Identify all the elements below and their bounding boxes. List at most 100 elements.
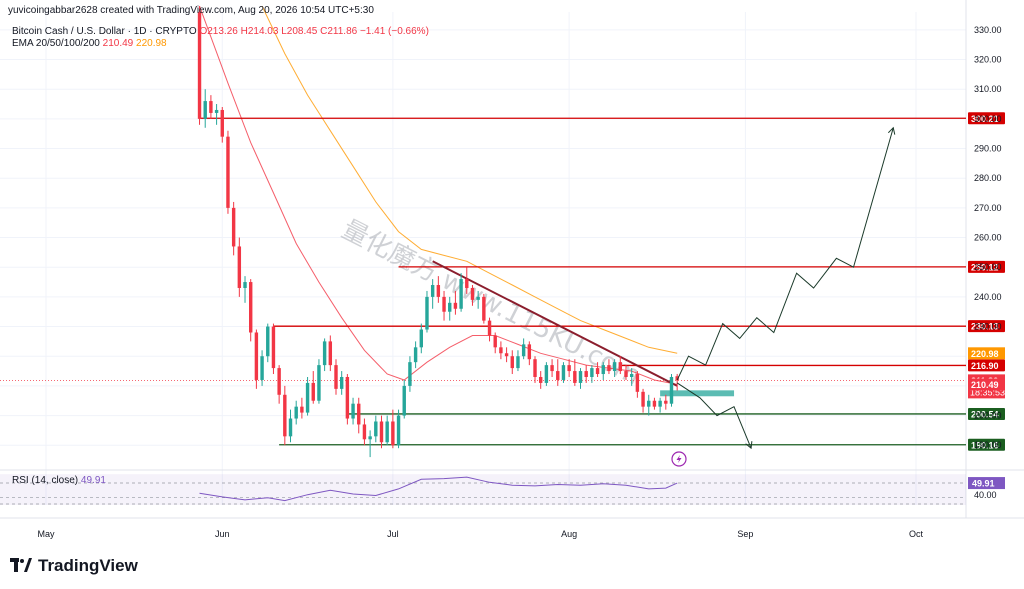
candle-body	[391, 421, 395, 446]
level-tag-190.16	[968, 438, 1005, 451]
candle-body	[379, 421, 384, 443]
time-label-Jun: Jun	[215, 529, 230, 539]
rsi-label: RSI (14, close)	[12, 475, 79, 486]
downtrend-line	[432, 260, 678, 387]
rsi-value-tag	[968, 477, 1005, 490]
candle-body	[362, 424, 367, 440]
level-tag-text-200.54: 200.54	[971, 409, 999, 419]
time-label-Oct: Oct	[909, 529, 924, 539]
candle-body	[203, 101, 207, 119]
candle-body	[277, 368, 281, 395]
tradingview-logo[interactable]: TradingView	[10, 556, 138, 576]
level-tag-text-230.13: 230.13	[971, 322, 999, 332]
candle-body	[317, 365, 321, 401]
brand-name: TradingView	[38, 556, 138, 575]
candle-body	[357, 403, 361, 425]
candle-body	[271, 326, 276, 369]
ohlc-values: O213.26 H214.03 L208.45 C211.86 −1.41 (−…	[199, 26, 429, 37]
price-tick-label: 300.00	[974, 114, 1002, 124]
level-tag-text-190.16: 190.16	[971, 440, 999, 450]
candle-body	[652, 400, 657, 407]
candle-body	[459, 279, 463, 309]
candle-body	[539, 376, 543, 383]
candle-body	[675, 376, 679, 381]
candle-body	[578, 371, 583, 383]
ema-label: EMA 20/50/100/200	[12, 38, 100, 49]
candle-body	[521, 344, 526, 357]
price-tick-label: 230.00	[974, 322, 1002, 332]
grid-layer	[0, 12, 966, 505]
price-tick-label: 250.00	[974, 262, 1002, 272]
candles-layer	[197, 6, 679, 458]
ema20-value: 210.49	[102, 38, 134, 49]
lightning-icon-bolt	[676, 455, 682, 463]
countdown-text: 18:35:53	[970, 387, 1005, 397]
candle-body	[612, 362, 617, 372]
price-tag-text-220.98: 220.98	[971, 349, 999, 359]
candle-body	[283, 394, 287, 437]
candle-body	[635, 374, 640, 392]
rsi-value-tag-text: 49.91	[972, 479, 995, 489]
candle-body	[249, 282, 253, 333]
candle-body	[641, 391, 645, 407]
candle-body	[601, 365, 605, 375]
candle-body	[584, 371, 588, 377]
candle-body	[322, 341, 327, 366]
candle-body	[413, 347, 418, 363]
candle-body	[311, 382, 315, 401]
candle-body	[487, 320, 492, 336]
candle-body	[533, 359, 537, 377]
candle-body	[209, 101, 213, 113]
level-tag-250.12	[968, 260, 1005, 273]
candle-body	[334, 365, 338, 389]
price-tick-label: 320.00	[974, 55, 1002, 65]
candle-body	[567, 365, 571, 372]
level-tag-text-216.90: 216.90	[971, 361, 999, 371]
projection-down-path	[676, 382, 752, 449]
candle-body	[476, 296, 480, 300]
candle-body	[374, 421, 378, 437]
candle-body	[629, 374, 634, 377]
price-tick-label: 290.00	[974, 144, 1002, 154]
price-tick-label: 240.00	[974, 292, 1002, 302]
candle-body	[288, 418, 293, 437]
price-tick-label: 260.00	[974, 233, 1002, 243]
rsi-line	[199, 476, 678, 502]
legend-symbol-row: Bitcoin Cash / U.S. Dollar · 1D · CRYPTO…	[12, 26, 429, 37]
price-tag-220.98	[968, 347, 1005, 360]
rsi-axis-label: 40.00	[974, 490, 997, 500]
candle-body	[453, 302, 458, 309]
candle-body	[470, 287, 475, 300]
candle-body	[607, 365, 611, 372]
level-tag-text-250.12: 250.12	[971, 262, 999, 272]
lightning-icon[interactable]	[671, 451, 687, 467]
candle-body	[339, 376, 344, 389]
candle-body	[624, 371, 628, 377]
price-tick-label: 310.00	[974, 84, 1002, 94]
candle-body	[368, 436, 372, 440]
candle-body	[254, 332, 259, 380]
level-tag-300.21	[968, 112, 1005, 125]
legend-ema-row: EMA 20/50/100/200 210.49 220.98	[12, 38, 167, 49]
candle-body	[294, 406, 298, 419]
price-tag-text-210.49: 210.49	[971, 380, 999, 390]
candle-body	[493, 335, 497, 348]
price-tick-label: 280.00	[974, 173, 1002, 183]
rsi-legend-value: 49.91	[80, 475, 106, 486]
candle-body	[436, 285, 441, 297]
candle-body	[544, 365, 549, 383]
candle-body	[658, 400, 662, 407]
candle-body	[595, 368, 600, 375]
candle-body	[669, 376, 674, 404]
candle-body	[590, 368, 594, 377]
candle-body	[226, 136, 230, 208]
projection-down-path-arrowhead	[745, 441, 753, 450]
candle-body	[260, 356, 264, 380]
price-tick-label: 270.00	[974, 203, 1002, 213]
candle-body	[266, 326, 270, 357]
candle-body	[504, 353, 509, 357]
candle-body	[482, 296, 486, 321]
candle-body	[214, 109, 219, 113]
time-label-Aug: Aug	[561, 529, 577, 539]
